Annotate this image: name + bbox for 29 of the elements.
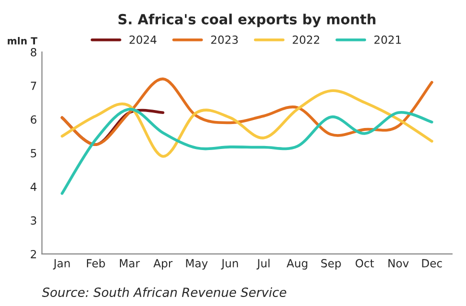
y-axis-title: mln T [8, 36, 38, 44]
legend-label: 2021 [374, 36, 401, 44]
y-tick-label: 6 [30, 115, 36, 124]
x-tick-label: Jan [52, 259, 70, 270]
source-note: Source: South African Revenue Service [42, 287, 286, 297]
y-tick-label: 5 [30, 149, 36, 158]
y-tick-label: 2 [30, 250, 36, 258]
legend-label: 2024 [130, 36, 156, 44]
y-tick-label: 3 [30, 216, 36, 225]
x-tick-label: Jul [256, 258, 270, 270]
x-tick-label: May [186, 259, 208, 270]
y-tick-label: 8 [30, 48, 36, 56]
legend-label: 2023 [211, 36, 238, 44]
x-tick-label: Feb [86, 258, 105, 268]
x-tick-label: Dec [422, 259, 442, 268]
y-tick-label: 4 [30, 182, 36, 191]
chart-title: S. Africa's coal exports by month [118, 14, 376, 28]
y-tick-label: 7 [30, 82, 36, 90]
x-tick-label: Nov [388, 259, 409, 268]
line-series [60, 78, 434, 146]
x-tick-label: Aug [286, 259, 308, 270]
x-tick-label: Sep [321, 259, 341, 270]
legend-label: 2022 [292, 36, 320, 44]
x-tick-label: Apr [153, 259, 173, 270]
line-series [60, 108, 434, 195]
x-tick-label: Jun [220, 259, 238, 270]
line-series [60, 89, 434, 158]
x-tick-label: Oct [356, 259, 374, 268]
x-tick-label: Mar [120, 259, 140, 268]
